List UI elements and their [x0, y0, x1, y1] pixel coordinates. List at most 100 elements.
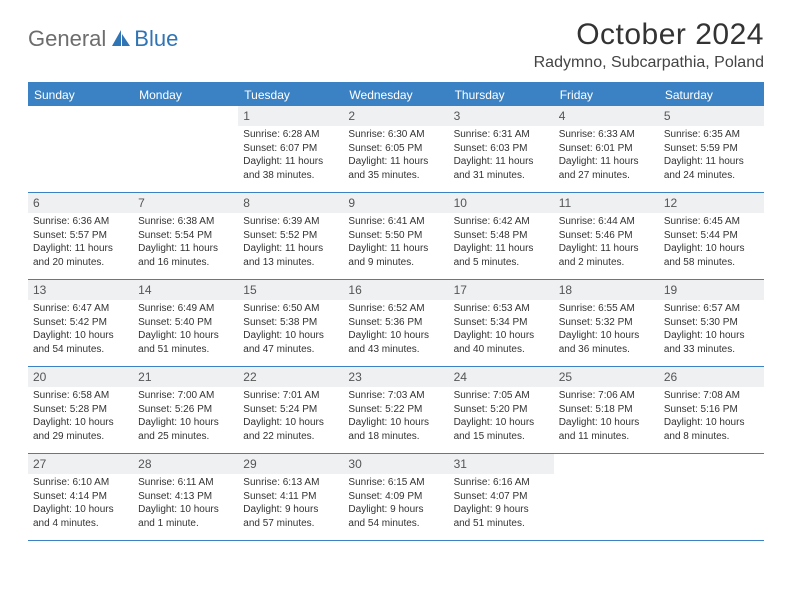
- daylight-text: Daylight: 10 hours: [559, 416, 654, 430]
- sunrise-text: Sunrise: 6:15 AM: [348, 476, 443, 490]
- sunrise-text: Sunrise: 6:49 AM: [138, 302, 233, 316]
- daylight-text: and 4 minutes.: [33, 517, 128, 531]
- day-cell: 21Sunrise: 7:00 AMSunset: 5:26 PMDayligh…: [133, 367, 238, 453]
- daylight-text: and 54 minutes.: [348, 517, 443, 531]
- weekday-header: Saturday: [659, 84, 764, 106]
- sunset-text: Sunset: 5:38 PM: [243, 316, 338, 330]
- day-cell: 15Sunrise: 6:50 AMSunset: 5:38 PMDayligh…: [238, 280, 343, 366]
- daylight-text: Daylight: 11 hours: [559, 155, 654, 169]
- sunset-text: Sunset: 5:18 PM: [559, 403, 654, 417]
- daylight-text: and 51 minutes.: [138, 343, 233, 357]
- sunset-text: Sunset: 5:46 PM: [559, 229, 654, 243]
- daylight-text: Daylight: 11 hours: [559, 242, 654, 256]
- daylight-text: Daylight: 10 hours: [664, 242, 759, 256]
- sunset-text: Sunset: 6:07 PM: [243, 142, 338, 156]
- sunset-text: Sunset: 5:59 PM: [664, 142, 759, 156]
- daylight-text: and 20 minutes.: [33, 256, 128, 270]
- daylight-text: Daylight: 11 hours: [348, 155, 443, 169]
- sunrise-text: Sunrise: 6:41 AM: [348, 215, 443, 229]
- day-number: 23: [343, 367, 448, 387]
- weekday-header: Friday: [554, 84, 659, 106]
- sunrise-text: Sunrise: 6:16 AM: [454, 476, 549, 490]
- day-number: 24: [449, 367, 554, 387]
- logo-word2: Blue: [134, 26, 178, 52]
- day-cell: 5Sunrise: 6:35 AMSunset: 5:59 PMDaylight…: [659, 106, 764, 192]
- sunrise-text: Sunrise: 6:13 AM: [243, 476, 338, 490]
- sunset-text: Sunset: 5:28 PM: [33, 403, 128, 417]
- day-number: 7: [133, 193, 238, 213]
- day-cell: .: [133, 106, 238, 192]
- day-cell: 31Sunrise: 6:16 AMSunset: 4:07 PMDayligh…: [449, 454, 554, 540]
- sunrise-text: Sunrise: 6:57 AM: [664, 302, 759, 316]
- day-number: 9: [343, 193, 448, 213]
- daylight-text: and 22 minutes.: [243, 430, 338, 444]
- calendar-week-row: ..1Sunrise: 6:28 AMSunset: 6:07 PMDaylig…: [28, 106, 764, 193]
- daylight-text: and 11 minutes.: [559, 430, 654, 444]
- day-number: 4: [554, 106, 659, 126]
- sunrise-text: Sunrise: 6:31 AM: [454, 128, 549, 142]
- sunrise-text: Sunrise: 7:05 AM: [454, 389, 549, 403]
- daylight-text: Daylight: 10 hours: [138, 329, 233, 343]
- daylight-text: Daylight: 11 hours: [243, 242, 338, 256]
- calendar-page: General Blue October 2024 Radymno, Subca…: [0, 0, 792, 541]
- sunrise-text: Sunrise: 6:36 AM: [33, 215, 128, 229]
- daylight-text: Daylight: 11 hours: [664, 155, 759, 169]
- daylight-text: and 1 minute.: [138, 517, 233, 531]
- daylight-text: and 31 minutes.: [454, 169, 549, 183]
- daylight-text: and 38 minutes.: [243, 169, 338, 183]
- sunset-text: Sunset: 5:52 PM: [243, 229, 338, 243]
- daylight-text: and 43 minutes.: [348, 343, 443, 357]
- daylight-text: and 9 minutes.: [348, 256, 443, 270]
- day-cell: .: [659, 454, 764, 540]
- sunrise-text: Sunrise: 6:10 AM: [33, 476, 128, 490]
- day-number: 30: [343, 454, 448, 474]
- day-cell: 10Sunrise: 6:42 AMSunset: 5:48 PMDayligh…: [449, 193, 554, 279]
- day-cell: 4Sunrise: 6:33 AMSunset: 6:01 PMDaylight…: [554, 106, 659, 192]
- day-number: 14: [133, 280, 238, 300]
- daylight-text: Daylight: 10 hours: [138, 503, 233, 517]
- day-number: 11: [554, 193, 659, 213]
- day-number: 28: [133, 454, 238, 474]
- daylight-text: Daylight: 10 hours: [559, 329, 654, 343]
- sunrise-text: Sunrise: 7:06 AM: [559, 389, 654, 403]
- sunset-text: Sunset: 5:48 PM: [454, 229, 549, 243]
- logo-sail-icon: [108, 28, 132, 50]
- day-cell: 7Sunrise: 6:38 AMSunset: 5:54 PMDaylight…: [133, 193, 238, 279]
- sunrise-text: Sunrise: 6:30 AM: [348, 128, 443, 142]
- daylight-text: Daylight: 11 hours: [138, 242, 233, 256]
- title-block: October 2024 Radymno, Subcarpathia, Pola…: [534, 18, 764, 72]
- sunset-text: Sunset: 5:34 PM: [454, 316, 549, 330]
- weekday-header-row: Sunday Monday Tuesday Wednesday Thursday…: [28, 84, 764, 106]
- day-cell: 23Sunrise: 7:03 AMSunset: 5:22 PMDayligh…: [343, 367, 448, 453]
- daylight-text: Daylight: 11 hours: [33, 242, 128, 256]
- sunset-text: Sunset: 5:20 PM: [454, 403, 549, 417]
- daylight-text: Daylight: 10 hours: [243, 416, 338, 430]
- daylight-text: Daylight: 10 hours: [138, 416, 233, 430]
- daylight-text: and 5 minutes.: [454, 256, 549, 270]
- sunset-text: Sunset: 5:30 PM: [664, 316, 759, 330]
- day-cell: 11 Sunrise: 6:44 AMSunset: 5:46 PMDayligh…: [554, 193, 659, 279]
- daylight-text: Daylight: 10 hours: [33, 329, 128, 343]
- calendar-week-row: 6Sunrise: 6:36 AMSunset: 5:57 PMDaylight…: [28, 193, 764, 280]
- day-number: 15: [238, 280, 343, 300]
- sunset-text: Sunset: 4:14 PM: [33, 490, 128, 504]
- day-number: 20: [28, 367, 133, 387]
- daylight-text: and 33 minutes.: [664, 343, 759, 357]
- daylight-text: and 13 minutes.: [243, 256, 338, 270]
- day-cell: 19Sunrise: 6:57 AMSunset: 5:30 PMDayligh…: [659, 280, 764, 366]
- daylight-text: and 24 minutes.: [664, 169, 759, 183]
- day-cell: 22Sunrise: 7:01 AMSunset: 5:24 PMDayligh…: [238, 367, 343, 453]
- sunrise-text: Sunrise: 6:58 AM: [33, 389, 128, 403]
- sunrise-text: Sunrise: 6:28 AM: [243, 128, 338, 142]
- weekday-header: Thursday: [449, 84, 554, 106]
- sunrise-text: Sunrise: 6:44 AM: [559, 215, 654, 229]
- weekday-header: Tuesday: [238, 84, 343, 106]
- sunrise-text: Sunrise: 6:11 AM: [138, 476, 233, 490]
- daylight-text: Daylight: 11 hours: [348, 242, 443, 256]
- day-number: 26: [659, 367, 764, 387]
- logo: General Blue: [28, 26, 178, 52]
- day-number: 17: [449, 280, 554, 300]
- day-cell: 13Sunrise: 6:47 AMSunset: 5:42 PMDayligh…: [28, 280, 133, 366]
- daylight-text: Daylight: 10 hours: [348, 416, 443, 430]
- sunrise-text: Sunrise: 6:42 AM: [454, 215, 549, 229]
